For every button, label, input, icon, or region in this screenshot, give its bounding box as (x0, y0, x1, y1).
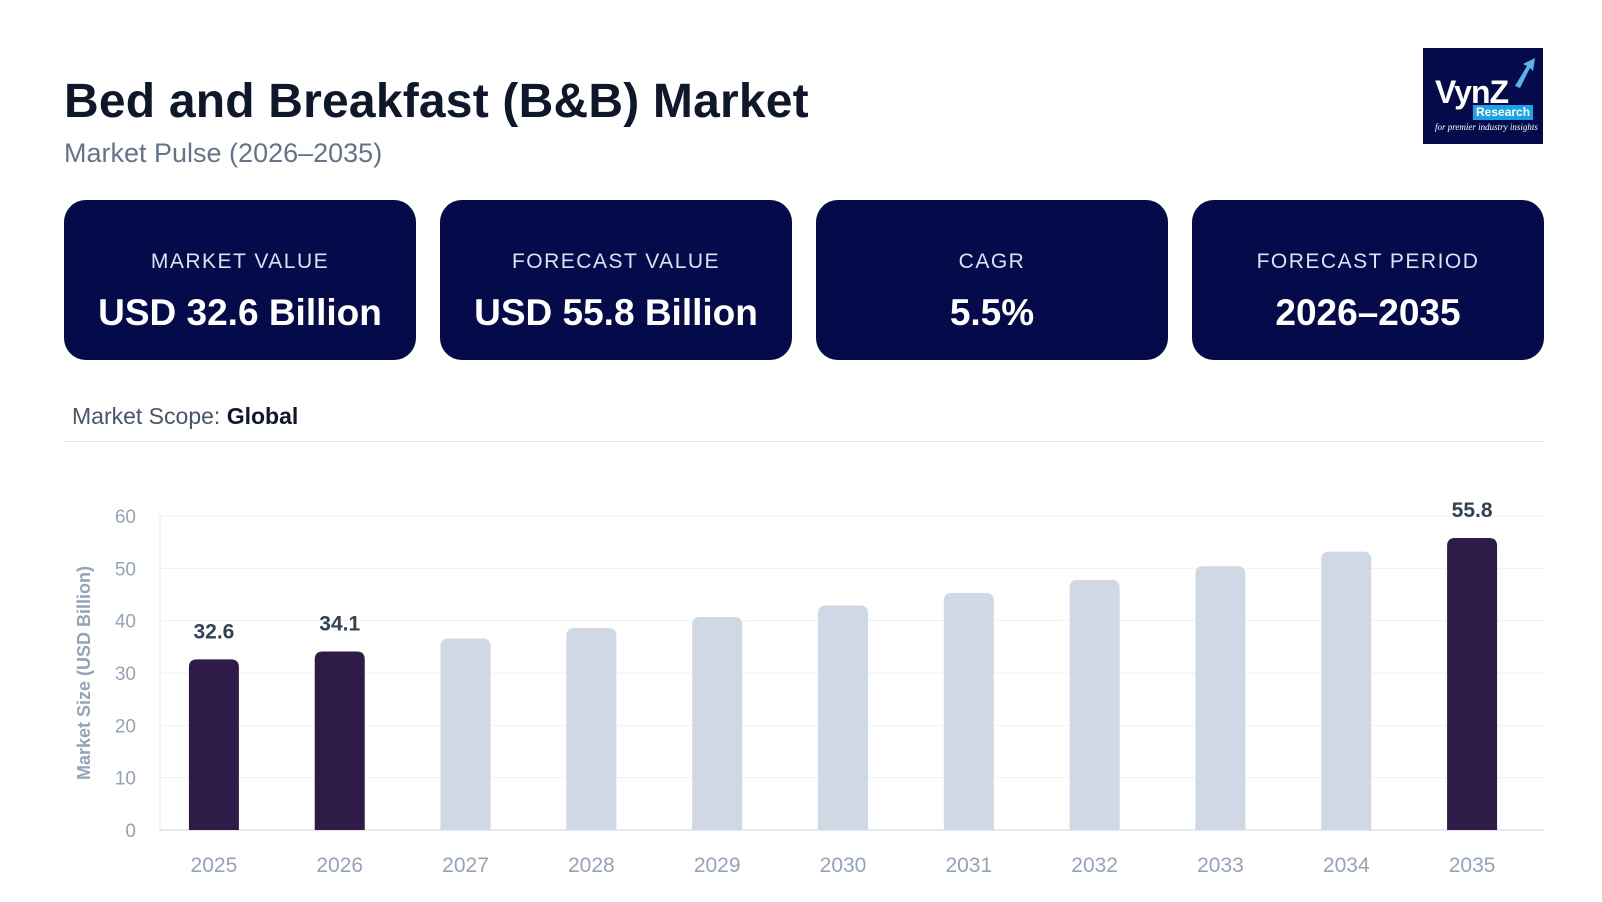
bar-2030 (818, 605, 868, 830)
logo-brand-text: VynZ (1435, 74, 1509, 110)
y-tick-label: 60 (115, 507, 136, 528)
market-scope: Market Scope: Global (72, 403, 298, 430)
bar-2032 (1069, 579, 1120, 830)
logo-research-badge: Research (1473, 105, 1534, 120)
data-label: 55.8 (1452, 499, 1493, 522)
forecast-value-label: FORECAST VALUE (511, 250, 721, 273)
y-tick-label: 40 (115, 612, 136, 633)
section-divider (64, 441, 1544, 442)
x-tick-label: 2033 (1197, 854, 1244, 877)
x-tick-label: 2028 (568, 854, 615, 877)
x-tick-label: 2030 (820, 854, 867, 877)
market-value: USD 32.6 Billion (98, 292, 382, 333)
forecast-value: USD 55.8 Billion (474, 292, 758, 333)
x-tick-label: 2031 (945, 854, 992, 877)
x-tick-label: 2029 (694, 854, 741, 877)
forecast-period-label: FORECAST PERIOD (1256, 250, 1480, 273)
data-label: 32.6 (193, 620, 234, 643)
y-tick-label: 30 (115, 664, 136, 685)
cagr-card: CAGR 5.5% (816, 200, 1168, 360)
y-tick-label: 20 (115, 716, 136, 737)
bar-2035 (1447, 537, 1498, 830)
bar-2031 (943, 592, 994, 830)
x-tick-label: 2027 (442, 854, 489, 877)
brand-logo: VynZ Research for premier industry insig… (1423, 48, 1543, 144)
bar-2028 (566, 627, 617, 830)
market-value-label: MARKET VALUE (150, 250, 330, 273)
forecast-period-value: 2026–2035 (1275, 292, 1461, 333)
cagr-value: 5.5% (949, 292, 1035, 333)
logo-arrow-icon (1515, 58, 1535, 88)
bar-2034 (1321, 551, 1372, 830)
data-label: 34.1 (319, 613, 360, 636)
bar-2025 (188, 659, 239, 830)
market-scope-value: Global (226, 403, 299, 429)
forecast-value-card: FORECAST VALUE USD 55.8 Billion (440, 200, 792, 360)
bar-2033 (1195, 566, 1246, 830)
forecast-period-card: FORECAST PERIOD 2026–2035 (1192, 200, 1544, 360)
page-subtitle: Market Pulse (2026–2035) (64, 138, 383, 168)
page-title: Bed and Breakfast (B&B) Market (64, 75, 809, 128)
bar-2029 (692, 617, 743, 830)
bar-2026 (314, 651, 365, 830)
market-scope-label: Market Scope: (72, 403, 221, 429)
x-tick-label: 2035 (1449, 854, 1496, 877)
x-tick-label: 2026 (316, 854, 363, 877)
bar-2027 (440, 638, 491, 830)
x-tick-label: 2032 (1071, 854, 1118, 877)
cagr-label: CAGR (958, 250, 1026, 273)
y-tick-label: 50 (115, 559, 136, 580)
y-tick-label: 10 (115, 769, 136, 790)
x-tick-label: 2025 (191, 854, 238, 877)
market-value-card: MARKET VALUE USD 32.6 Billion (64, 200, 416, 360)
x-tick-label: 2034 (1323, 854, 1370, 877)
y-tick-label: 0 (125, 821, 136, 842)
y-axis-label: Market Size (USD Billion) (74, 566, 94, 780)
logo-tagline: for premier industry insights (1435, 122, 1538, 132)
